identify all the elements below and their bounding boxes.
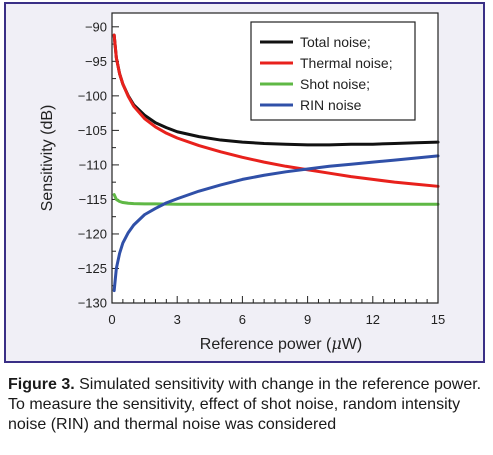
legend-label: Shot noise; [300,76,370,92]
legend-label: RIN noise [300,97,362,113]
x-tick-label: 6 [239,312,246,327]
series-line-thermal-noise [112,33,440,188]
x-tick-label: 15 [431,312,445,327]
x-tick-label: 12 [366,312,380,327]
y-tick-label: −125 [78,261,107,276]
series-line-shot-noise [112,193,440,206]
plot-frame [111,12,439,304]
x-tick-label: 0 [108,312,115,327]
y-axis-label: Sensitivity (dB) [39,105,56,212]
legend-label: Total noise; [300,34,371,50]
y-tick-label: −105 [78,123,107,138]
y-tick-label: −95 [85,54,107,69]
figure-caption: Figure 3. Simulated sensitivity with cha… [8,375,486,435]
y-tick-label: −100 [78,88,107,103]
figure-frame: 0 3 6 9 12 15 −90 −95 −100 −105 −110 −115 −120 −125 −1… [4,2,485,363]
x-tick-label: 3 [174,312,181,327]
y-tick-label: −110 [79,157,107,172]
sensitivity-chart: 0 3 6 9 12 15 −90 −95 −100 −105 −110 −115 −120 −125 −1… [39,12,445,353]
legend-label: Thermal noise; [300,55,393,71]
y-tick-label: −120 [78,226,107,241]
figure-caption-label: Figure 3. [8,376,75,393]
y-tick-label: −90 [85,19,107,34]
y-tick-label: −130 [78,296,107,311]
figure-caption-text: Simulated sensitivity with change in the… [8,376,482,433]
x-tick-label: 9 [304,312,311,327]
y-tick-label: −115 [79,192,107,207]
series-line-rin-noise [112,154,440,293]
x-axis-label: Reference power (μW) [200,334,362,353]
